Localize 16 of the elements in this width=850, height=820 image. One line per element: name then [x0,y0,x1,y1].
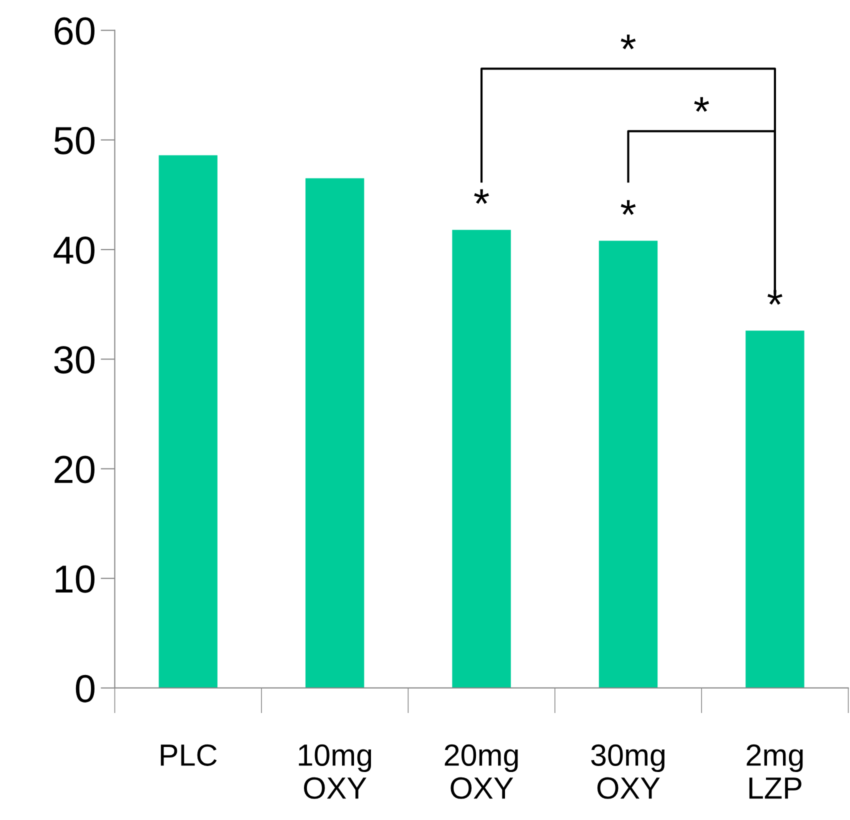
x-tick-label: 2mg LZP [746,744,803,799]
y-tick-label: 40 [54,236,94,264]
y-tick-label: 0 [76,674,94,702]
y-tick-label: 50 [54,126,94,154]
annotation: * [694,97,710,112]
x-tick-label: PLC [160,744,217,766]
annotation: * [620,34,636,50]
x-tick-label: 20mg OXY [444,744,518,799]
y-tick-label: 10 [56,565,94,593]
annotation: * [620,200,636,215]
annotation: * [474,189,489,204]
x-tick-label: 10mg OXY [298,744,372,799]
x-tick-label: 30mg OXY [591,744,664,799]
y-tick-label: 20 [54,456,94,484]
y-tick-label: 30 [54,346,94,374]
y-tick-label: 60 [54,17,94,45]
